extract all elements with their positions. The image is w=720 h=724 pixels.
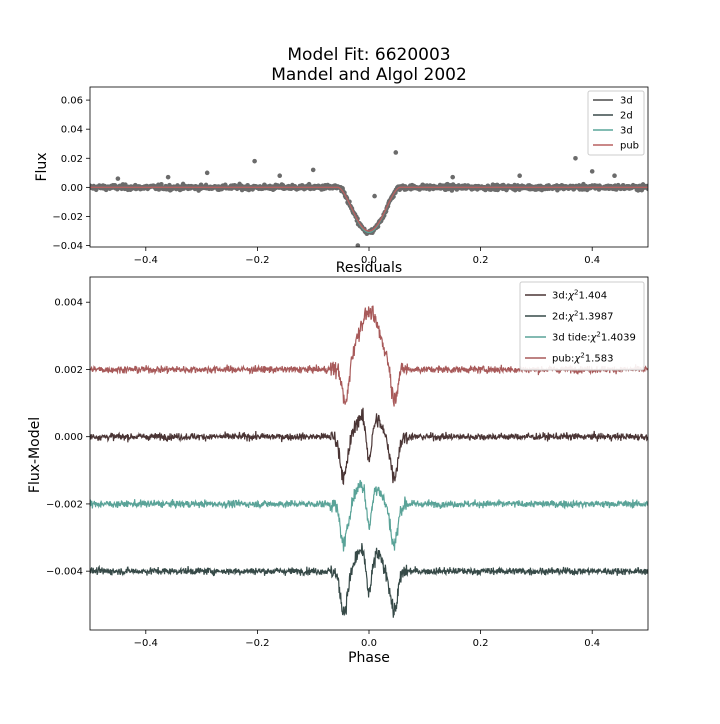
y-tick-label: −0.04 — [52, 241, 83, 252]
chi-symbol: χ — [567, 291, 575, 302]
y-tick-label: 0.002 — [54, 365, 83, 376]
legend-series-name: 3d: — [552, 291, 568, 302]
chi-value: 1.404 — [578, 291, 607, 302]
x-tick-label: 0.0 — [361, 255, 377, 266]
residuals-title: Residuals — [336, 260, 402, 276]
residuals-legend-box — [519, 281, 645, 371]
flux-y-axis: −0.04 −0.02 0.00 0.02 0.04 0.06 — [52, 96, 90, 252]
flux-legend: 3d 2d 3d pub — [587, 90, 645, 156]
y-tick-label: −0.002 — [46, 499, 83, 510]
flux-outlier-point — [115, 176, 121, 181]
residuals-legend-label: 3d:χ21.404 — [552, 289, 607, 302]
flux-legend-label: pub — [620, 141, 639, 152]
residual-line-2 — [90, 479, 648, 552]
flux-outlier-point — [355, 243, 361, 247]
chi-symbol: χ — [589, 333, 597, 344]
chi-exponent: 2 — [596, 331, 600, 339]
flux-outlier-point — [372, 193, 377, 199]
legend-series-name: pub: — [552, 354, 574, 365]
chi-value: 1.4039 — [601, 333, 636, 344]
x-tick-label: 0.4 — [584, 638, 600, 649]
flux-y-axis-label: Flux — [34, 152, 50, 181]
flux-outlier-point — [517, 173, 522, 179]
x-tick-label: −0.4 — [134, 255, 158, 266]
flux-x-axis: −0.4 −0.2 0.0 0.2 0.4 — [134, 247, 600, 266]
flux-data-points — [90, 150, 648, 247]
flux-legend-label: 3d — [620, 126, 633, 137]
flux-outlier-point — [165, 174, 171, 180]
chi-symbol: χ — [567, 312, 575, 323]
x-tick-label: 0.2 — [473, 638, 489, 649]
residuals-legend-label: 2d:χ21.3987 — [552, 310, 613, 323]
residuals-legend-label: 3d tide:χ21.4039 — [552, 331, 636, 344]
flux-model-line-pub — [90, 186, 648, 232]
flux-plot-area — [90, 150, 648, 247]
residuals-y-axis: −0.004 −0.002 0.000 0.002 0.004 — [46, 298, 90, 578]
figure-title-line2: Mandel and Algol 2002 — [271, 65, 467, 85]
x-tick-label: −0.2 — [245, 255, 269, 266]
y-tick-label: 0.06 — [61, 96, 83, 107]
residuals-y-axis-label: Flux-Model — [27, 417, 43, 493]
legend-series-name: 3d tide: — [552, 333, 590, 344]
flux-outlier-point — [573, 155, 578, 161]
x-tick-label: 0.0 — [361, 638, 377, 649]
flux-outlier-point — [204, 170, 210, 176]
flux-outlier-point — [450, 174, 456, 180]
y-tick-label: 0.004 — [54, 298, 83, 309]
x-tick-label: −0.4 — [134, 638, 158, 649]
flux-legend-box — [587, 90, 645, 156]
residual-line-0 — [90, 407, 648, 486]
flux-legend-label: 2d — [620, 111, 633, 122]
y-tick-label: 0.00 — [61, 183, 83, 194]
flux-outlier-point — [310, 167, 316, 173]
flux-data-point — [159, 181, 164, 187]
chi-value: 1.3987 — [578, 312, 613, 323]
residuals-x-axis: −0.4 −0.2 0.0 0.2 0.4 — [134, 630, 600, 649]
residuals-legend-label: pub:χ21.583 — [552, 352, 613, 365]
figure-title-line1: Model Fit: 6620003 — [287, 45, 450, 65]
flux-outlier-point — [589, 169, 595, 174]
chi-value: 1.583 — [585, 354, 614, 365]
flux-legend-label: 3d — [620, 96, 633, 107]
y-tick-label: −0.02 — [52, 212, 83, 223]
flux-outlier-point — [393, 150, 399, 155]
flux-outlier-point — [252, 158, 257, 164]
residuals-x-axis-label: Phase — [348, 650, 390, 666]
x-tick-label: 0.4 — [584, 255, 600, 266]
flux-model-line-2d — [90, 186, 648, 234]
flux-outlier-point — [612, 173, 617, 179]
chi-exponent: 2 — [580, 352, 584, 360]
flux-model-line-3d — [90, 186, 648, 234]
flux-axes-frame — [89, 86, 649, 248]
chi-exponent: 2 — [574, 310, 578, 318]
legend-series-name: 2d: — [552, 312, 568, 323]
y-tick-label: 0.000 — [54, 432, 83, 443]
residuals-panel: Residuals −0.4 −0.2 0.0 0.2 0.4 −0.004 −0.002… — [27, 260, 649, 666]
flux-model-line-3d — [90, 186, 648, 234]
y-tick-label: 0.02 — [61, 154, 83, 165]
flux-outlier-point — [277, 173, 283, 179]
chi-symbol: χ — [573, 354, 581, 365]
residual-line-1 — [90, 543, 648, 618]
y-tick-label: 0.04 — [61, 125, 83, 136]
x-tick-label: −0.2 — [245, 638, 269, 649]
x-tick-label: 0.2 — [473, 255, 489, 266]
chi-exponent: 2 — [574, 289, 578, 297]
flux-panel: −0.4 −0.2 0.0 0.2 0.4 −0.04 −0.02 0.00 0.02 0.04… — [34, 86, 649, 266]
y-tick-label: −0.004 — [46, 567, 83, 578]
